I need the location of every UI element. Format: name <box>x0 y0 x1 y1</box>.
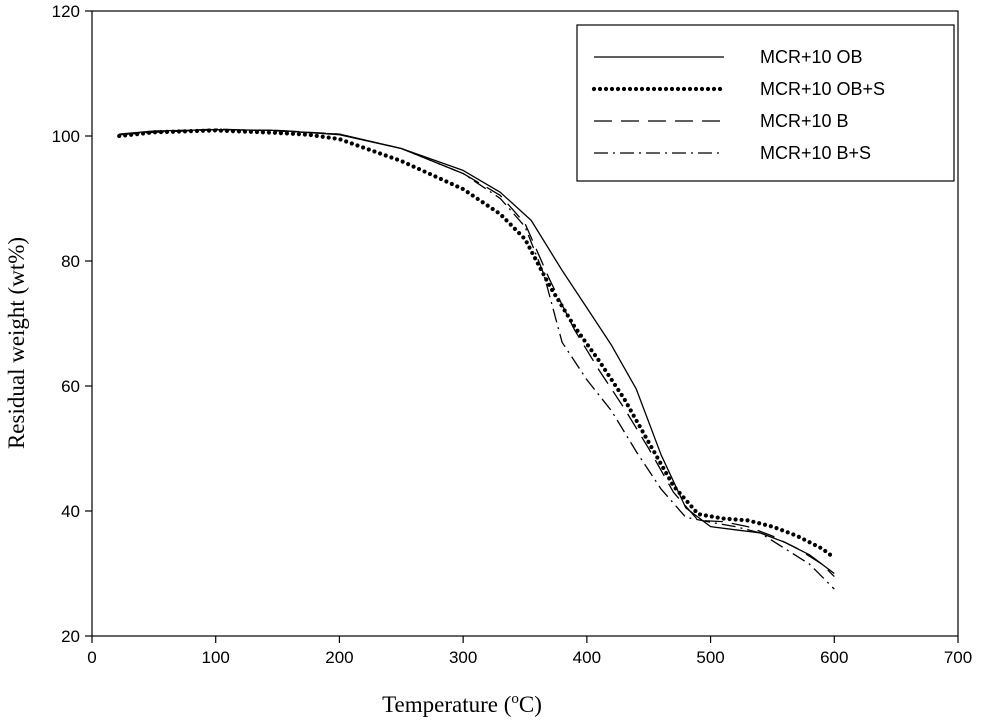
y-tick-label: 60 <box>61 377 80 396</box>
legend-box <box>576 24 955 182</box>
x-tick-label: 400 <box>573 648 601 667</box>
x-tick-label: 200 <box>325 648 353 667</box>
y-tick-label: 120 <box>52 2 80 21</box>
y-tick-label: 40 <box>61 502 80 521</box>
legend-label: MCR+10 B+S <box>760 143 871 163</box>
x-tick-label: 0 <box>87 648 96 667</box>
x-tick-label: 600 <box>820 648 848 667</box>
y-axis-title: Residual weight (wt%) <box>4 237 29 449</box>
series-line-4 <box>119 128 835 590</box>
series-line-3 <box>119 129 835 578</box>
y-axis-ticks: 20 40 60 80 100 120 <box>52 2 92 646</box>
plot-frame <box>91 10 959 637</box>
y-tick-label: 20 <box>61 627 80 646</box>
x-tick-label: 500 <box>696 648 724 667</box>
y-tick-label: 100 <box>52 127 80 146</box>
legend-label: MCR+10 OB+S <box>760 79 885 99</box>
x-tick-label: 300 <box>449 648 477 667</box>
x-tick-label: 700 <box>944 648 972 667</box>
y-tick-label: 80 <box>61 252 80 271</box>
legend: MCR+10 OB MCR+10 OB+S MCR+10 B MCR+10 B+S <box>576 24 955 182</box>
plot-border <box>91 10 959 637</box>
legend-label: MCR+10 B <box>760 111 849 131</box>
x-tick-label: 100 <box>202 648 230 667</box>
legend-label: MCR+10 OB <box>760 47 863 67</box>
x-axis-title: Temperature (oC) <box>382 691 542 717</box>
series-line-2 <box>117 128 837 561</box>
series-layer <box>117 128 837 590</box>
x-axis-ticks: 0 100 200 300 400 500 600 700 <box>87 636 972 667</box>
series-line-1 <box>119 129 835 575</box>
